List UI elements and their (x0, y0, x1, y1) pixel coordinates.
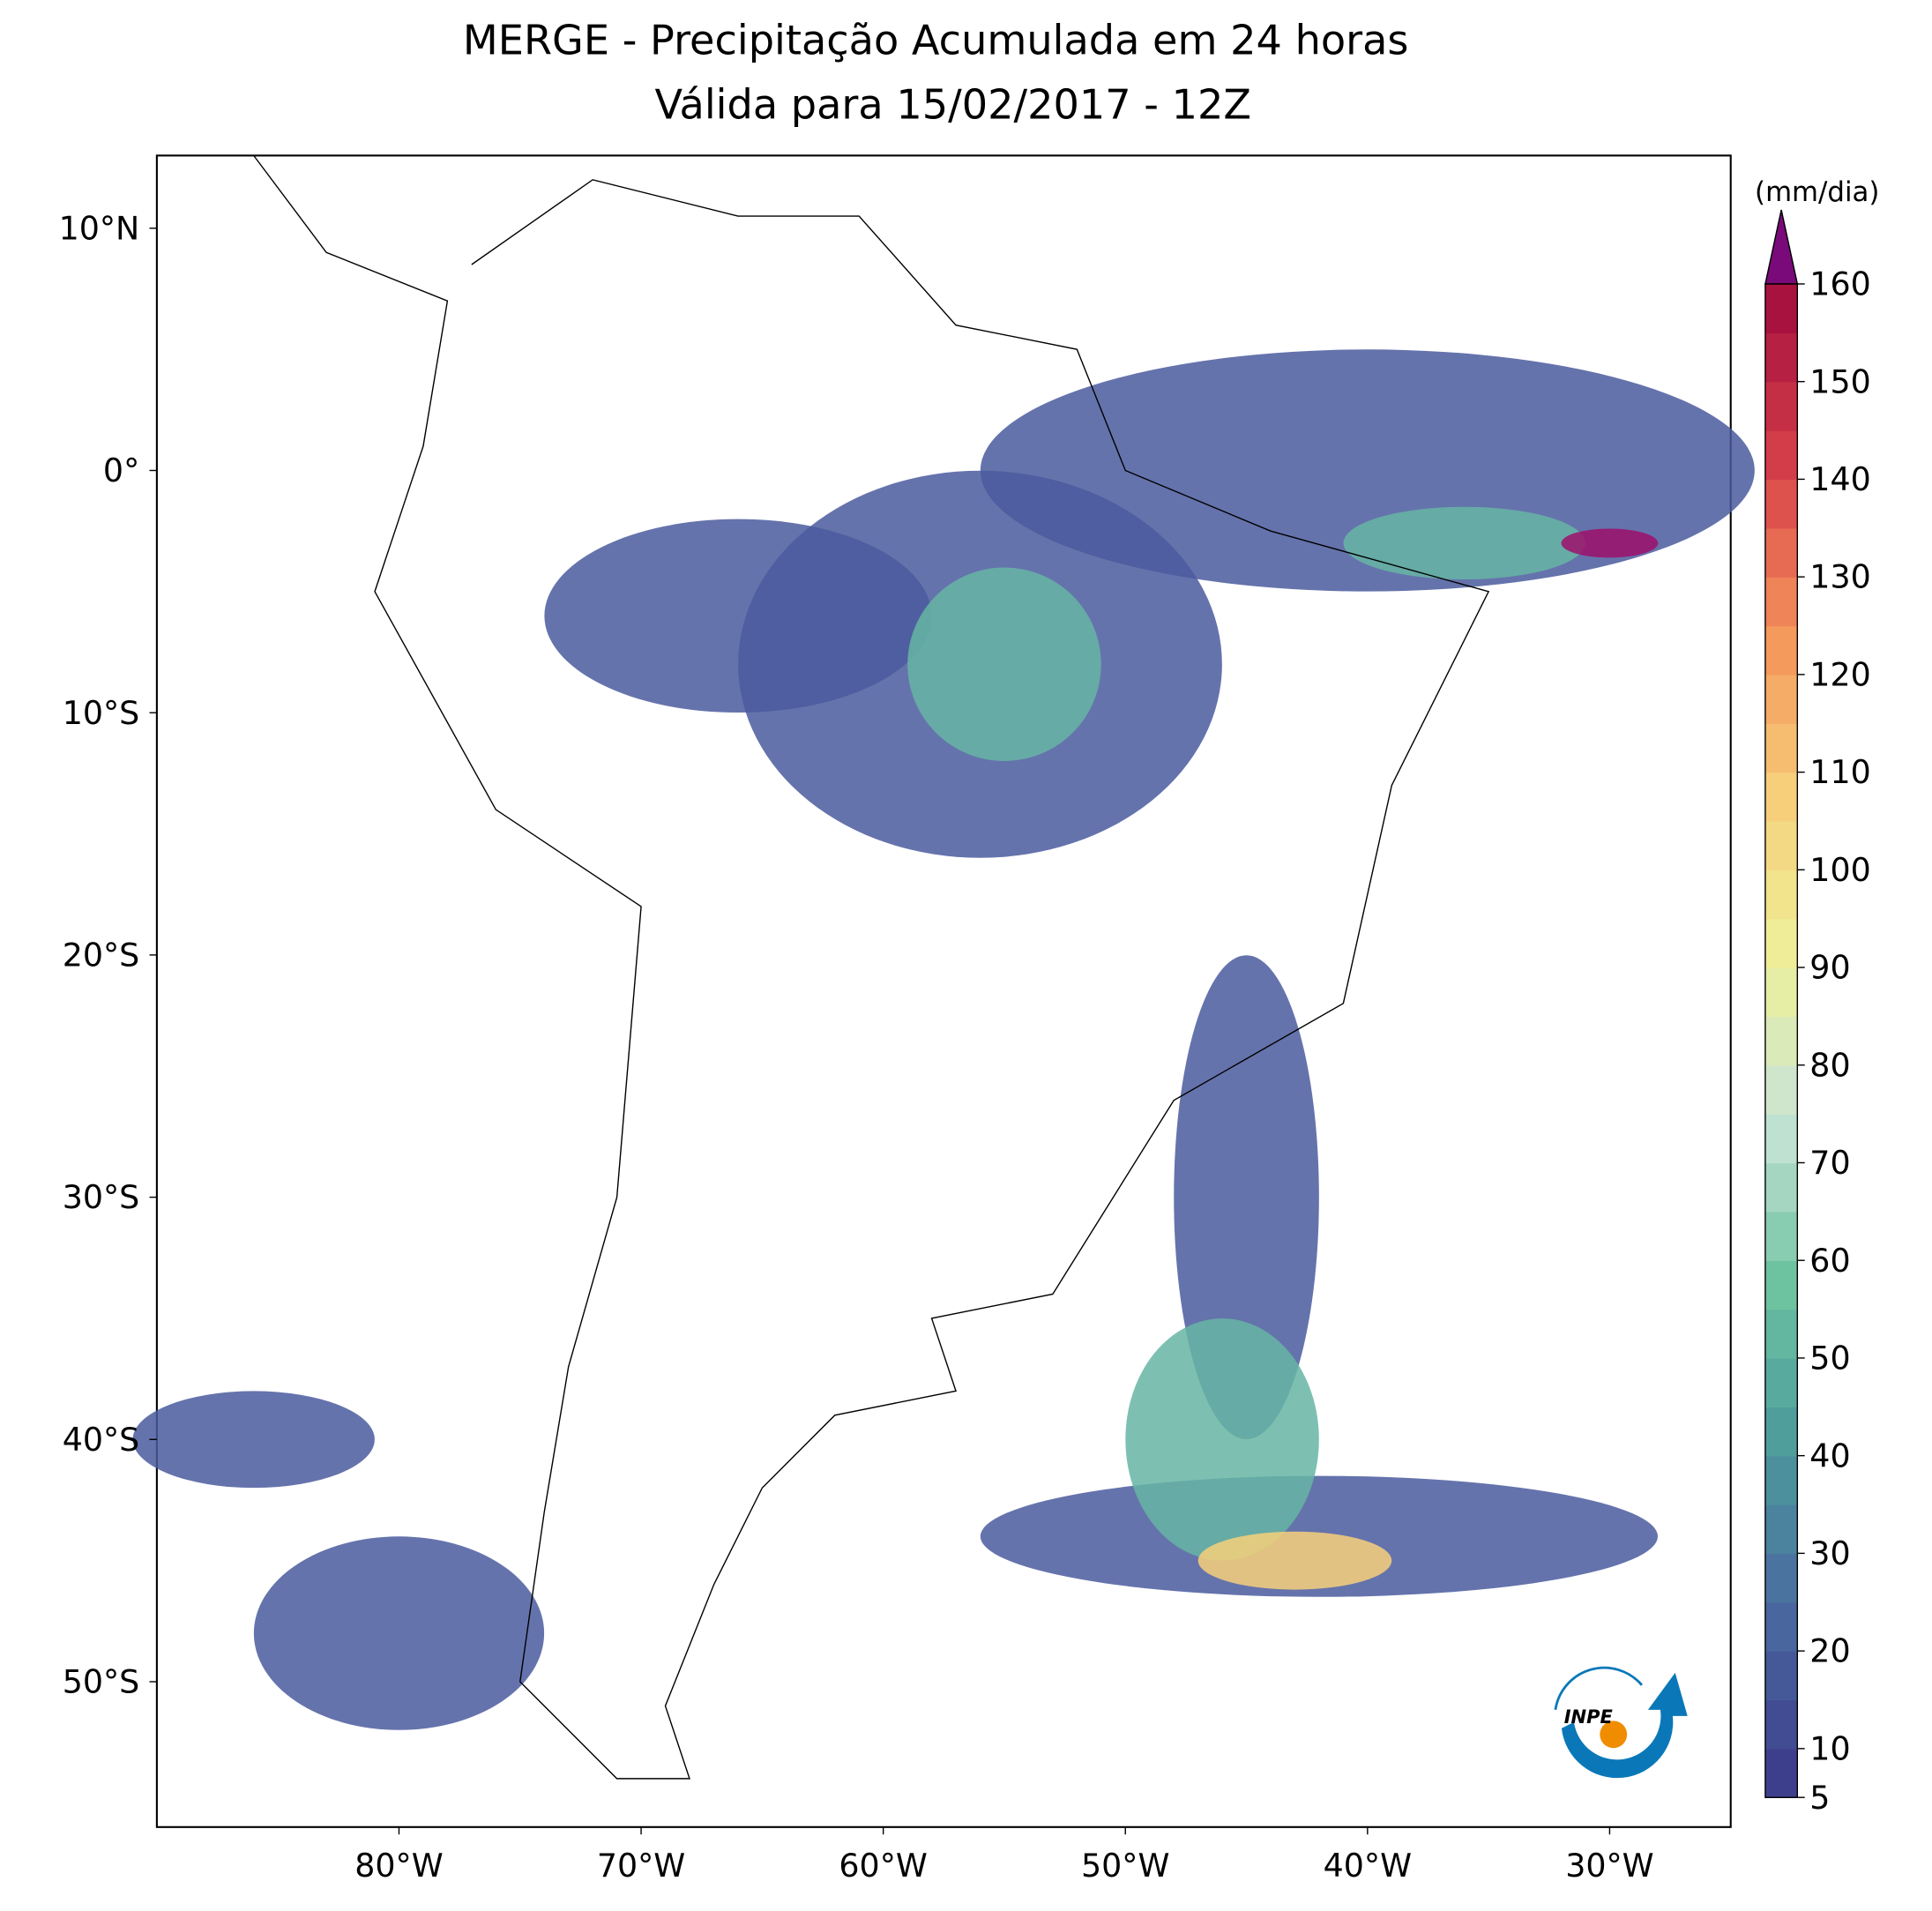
colorbar-band (1764, 1016, 1798, 1066)
precip-area (1561, 528, 1659, 558)
colorbar-frame (1764, 283, 1799, 1798)
colorbar-tick-label: 50 (1809, 1340, 1850, 1377)
x-tick-label: 80°W (354, 1847, 443, 1885)
logo-text: INPE (1564, 1706, 1614, 1728)
colorbar-band (1764, 527, 1798, 578)
map-area (132, 154, 1755, 1780)
colorbar-band (1764, 820, 1798, 871)
x-tick-label: 60°W (839, 1847, 927, 1885)
colorbar-band (1764, 1699, 1798, 1750)
y-tick-label: 0° (103, 452, 139, 489)
colorbar-tick-label: 140 (1809, 460, 1870, 498)
colorbar-tick-label: 10 (1809, 1729, 1850, 1767)
colorbar-band (1764, 723, 1798, 773)
colorbar-band (1764, 870, 1798, 920)
precip-area (1197, 1531, 1392, 1590)
colorbar-band (1764, 1162, 1798, 1213)
y-tick-label: 40°S (63, 1421, 140, 1459)
colorbar-band (1764, 1553, 1798, 1603)
precip-area (1343, 506, 1585, 580)
colorbar-band (1764, 1114, 1798, 1164)
colorbar-tick-label: 70 (1809, 1144, 1850, 1182)
y-tick-label: 20°S (63, 936, 140, 974)
colorbar-band (1764, 1601, 1798, 1652)
colorbar-band (1764, 1504, 1798, 1555)
y-tick-label: 30°S (63, 1178, 140, 1216)
colorbar-tick-label: 20 (1809, 1632, 1850, 1670)
colorbar-band (1764, 1357, 1798, 1408)
x-tick-label: 40°W (1324, 1847, 1412, 1885)
coastline (253, 154, 1490, 1780)
colorbar-band (1764, 1748, 1798, 1798)
colorbar-band (1764, 577, 1798, 627)
colorbar-tick-label: 80 (1809, 1046, 1850, 1084)
colorbar-tick-label: 120 (1809, 655, 1870, 693)
y-tick-label: 10°S (63, 694, 140, 732)
colorbar-band (1764, 479, 1798, 529)
colorbar-band (1764, 1651, 1798, 1701)
colorbar-band (1764, 1455, 1798, 1505)
colorbar-band (1764, 1260, 1798, 1310)
colorbar-band (1764, 625, 1798, 676)
colorbar-label: (mm/dia) (1755, 176, 1879, 208)
colorbar-band (1764, 1064, 1798, 1115)
colorbar-band (1764, 1407, 1798, 1457)
colorbar-tick-label: 160 (1809, 265, 1870, 303)
colorbar-band (1764, 381, 1798, 431)
colorbar-band (1764, 674, 1798, 724)
precip-area (1125, 1318, 1319, 1561)
colorbar-band (1764, 967, 1798, 1018)
colorbar-tick-label: 5 (1809, 1779, 1830, 1817)
colorbar-tick-label: 40 (1809, 1437, 1850, 1474)
y-tick-label: 50°S (63, 1663, 140, 1701)
title: MERGE - Precipitação Acumulada em 24 hor… (463, 17, 1409, 64)
colorbar-band (1764, 332, 1798, 383)
precip-area (1174, 955, 1319, 1439)
precip-area (253, 1536, 545, 1730)
colorbar-tick-label: 100 (1809, 851, 1870, 889)
x-tick-label: 30°W (1565, 1847, 1653, 1885)
x-tick-label: 50°W (1081, 1847, 1169, 1885)
colorbar: 5 10 20 30 40 50 60 70 80 90 100 110 120 130 140 150 160 (1764, 209, 1871, 1817)
colorbar-tick-label: 130 (1809, 558, 1870, 596)
precip-area (544, 519, 932, 713)
y-tick-label: 10°N (59, 209, 140, 247)
subtitle: Válida para 15/02/2017 - 12Z (655, 80, 1252, 128)
colorbar-band (1764, 772, 1798, 822)
logo: INPE (1554, 1666, 1688, 1779)
colorbar-band (1764, 1211, 1798, 1261)
colorbar-tick-label: 30 (1809, 1534, 1850, 1572)
colorbar-extend (1764, 209, 1799, 285)
x-tick-label: 70°W (597, 1847, 685, 1885)
colorbar-band (1764, 430, 1798, 481)
colorbar-tick-label: 150 (1809, 362, 1870, 400)
colorbar-band (1764, 918, 1798, 968)
precip-area (132, 1391, 375, 1489)
colorbar-band (1764, 283, 1798, 334)
colorbar-tick-label: 110 (1809, 753, 1870, 791)
colorbar-tick-label: 90 (1809, 949, 1850, 987)
colorbar-band (1764, 1309, 1798, 1359)
precip-area (907, 567, 1101, 762)
colorbar-tick-label: 60 (1809, 1242, 1850, 1280)
